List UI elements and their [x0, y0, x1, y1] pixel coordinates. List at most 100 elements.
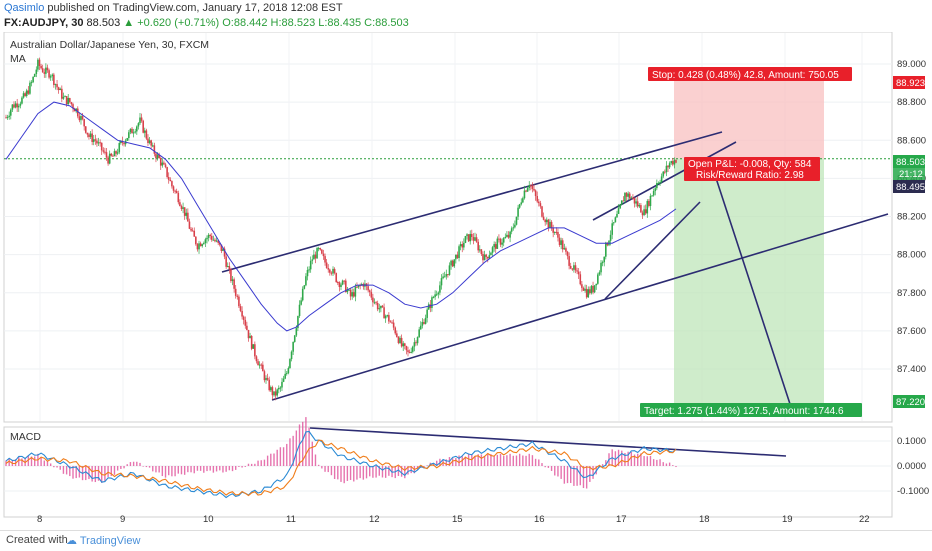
candle-body	[673, 160, 676, 165]
stop-zone[interactable]	[674, 78, 824, 159]
histogram-bar	[410, 466, 412, 474]
candle-body	[474, 237, 476, 241]
pnl-box[interactable]	[684, 157, 820, 181]
histogram-bar	[327, 466, 329, 473]
time-tick-label: 11	[286, 514, 296, 525]
channel-lower-line[interactable]	[271, 213, 889, 401]
candle-body	[472, 236, 475, 241]
candle-body	[274, 391, 277, 396]
target-box[interactable]	[640, 403, 862, 417]
candle-body	[319, 248, 322, 250]
price-axis[interactable]: 89.00088.80088.60088.40088.20088.00087.8…	[897, 59, 926, 375]
candle-body	[496, 238, 499, 249]
histogram-bar	[455, 458, 457, 466]
candle-body	[37, 59, 39, 70]
candle-body	[45, 67, 47, 74]
histogram-bar	[554, 466, 556, 476]
candle-body	[411, 346, 414, 352]
histogram-bar	[404, 466, 406, 479]
time-axis[interactable]: 8 9 10 11 12 15 16 17 18 19 22	[37, 514, 870, 525]
histogram-bar	[282, 447, 285, 466]
time-tick-label: 9	[120, 514, 125, 525]
histogram-bar	[637, 453, 639, 466]
histogram-bar	[480, 454, 483, 466]
candle-body	[664, 171, 666, 173]
candle-body	[373, 302, 376, 304]
candle-body	[675, 160, 677, 163]
candle-body	[407, 350, 409, 353]
candle-body	[590, 285, 593, 294]
candle-body	[437, 292, 440, 295]
candle-body	[29, 82, 31, 94]
candle-body	[81, 116, 84, 120]
candle-body	[439, 285, 441, 293]
time-tick-label: 15	[452, 514, 463, 525]
candle-body	[113, 151, 116, 157]
author-link[interactable]: Qasimlo	[4, 2, 45, 14]
histogram-bar	[656, 459, 658, 466]
histogram-bar	[209, 466, 211, 471]
histogram-bar	[222, 466, 224, 473]
candle-body	[518, 204, 521, 208]
macd-axis[interactable]: 0.1000 0.0000 -0.1000	[897, 436, 929, 497]
stop-box[interactable]	[648, 67, 852, 81]
wedge-lower-line[interactable]	[604, 201, 701, 300]
histogram-bar	[400, 466, 403, 477]
histogram-bar	[547, 466, 550, 468]
candle-body	[220, 244, 223, 251]
candle-body	[641, 212, 644, 216]
candle-body	[356, 286, 358, 288]
candle-body	[258, 364, 261, 366]
histogram-bar	[541, 463, 543, 466]
candle-body	[33, 74, 36, 77]
macd-tick-label: 0.1000	[897, 436, 926, 447]
candle-body	[595, 283, 598, 286]
candle-body	[506, 234, 508, 237]
candle-body	[392, 322, 395, 328]
histogram-bar	[34, 456, 36, 466]
candle-body	[48, 70, 50, 78]
histogram-bar	[340, 466, 342, 482]
histogram-bar	[107, 466, 109, 477]
candle-body	[57, 87, 60, 91]
candle-body	[86, 132, 89, 135]
histogram-bar	[110, 466, 112, 476]
wedge-upper-line[interactable]	[592, 141, 737, 221]
histogram-bar	[570, 466, 572, 484]
candle-body	[514, 224, 516, 228]
candle-body	[391, 322, 393, 324]
candle-body	[397, 337, 400, 344]
histogram-bar	[589, 466, 591, 482]
histogram-bar	[257, 460, 259, 466]
channel-upper-line[interactable]	[221, 131, 723, 273]
histogram-bar	[238, 466, 240, 467]
histogram-bar	[337, 466, 339, 480]
candle-body	[70, 102, 73, 105]
candle-body	[665, 165, 668, 173]
candle-body	[662, 171, 665, 177]
projection-line[interactable]	[713, 171, 791, 405]
chart-area[interactable]: Australian Dollar/Japanese Yen, 30, FXCM…	[0, 31, 932, 530]
candle-body	[311, 259, 314, 261]
candle-body	[324, 256, 326, 263]
histogram-bar	[27, 455, 30, 466]
candle-body	[262, 364, 264, 372]
macd-pane[interactable]	[3, 426, 893, 518]
histogram-bar	[550, 466, 553, 471]
candle-body	[193, 230, 196, 237]
candle-body	[9, 109, 12, 116]
candle-body	[268, 379, 271, 391]
tradingview-logo[interactable]: ☁ TradingView	[66, 535, 141, 547]
symbol-name[interactable]: FX:AUDJPY, 30	[4, 17, 84, 29]
histogram-bar	[518, 453, 521, 466]
histogram-bar	[627, 451, 629, 466]
macd-trend-line[interactable]	[309, 427, 787, 457]
histogram-bar	[308, 427, 310, 466]
candle-body	[490, 252, 492, 256]
candle-body	[215, 240, 218, 242]
histogram-bar	[617, 449, 620, 466]
candle-body	[609, 234, 612, 241]
candlestick-series	[5, 57, 677, 401]
candle-body	[453, 259, 456, 267]
candle-body	[343, 280, 345, 282]
